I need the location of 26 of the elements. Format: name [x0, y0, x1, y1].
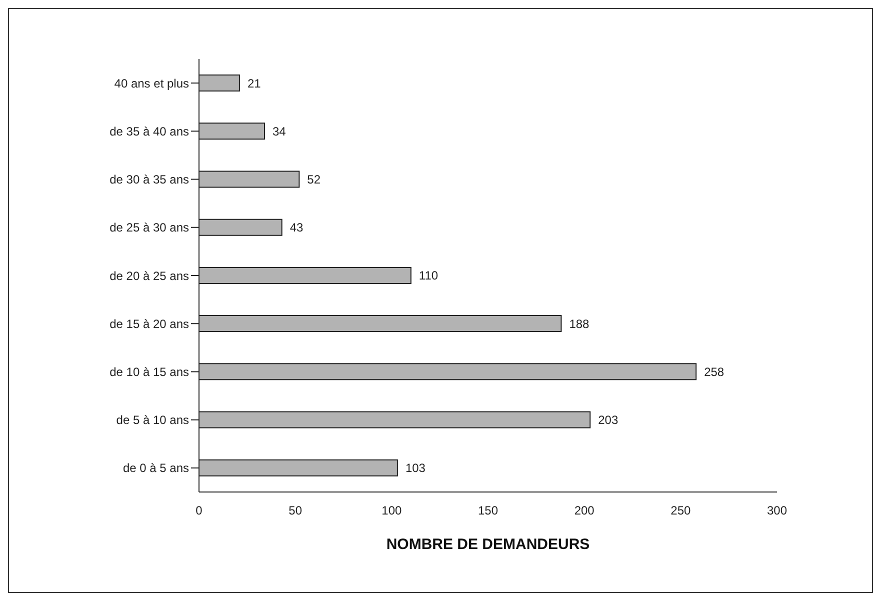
x-tick-label: 200 [574, 504, 595, 518]
data-label: 188 [569, 316, 590, 331]
x-tick-label: 300 [766, 504, 788, 518]
data-label: 21 [247, 76, 262, 90]
y-tick-label: de 35 à 40 ans [110, 124, 189, 138]
x-axis-title: NOMBRE DE DEMANDEURS [385, 536, 591, 553]
data-label: 52 [307, 172, 321, 186]
y-tick-label: de 30 à 35 ans [110, 172, 189, 187]
y-tick-label: 40 ans et plus [114, 76, 189, 90]
y-tick-label: de 25 à 30 ans [110, 220, 189, 235]
x-tick-label: 0 [196, 504, 203, 518]
data-label: 43 [290, 220, 304, 235]
x-tick-label: 50 [288, 504, 302, 518]
data-label: 103 [405, 461, 426, 476]
data-label: 34 [272, 124, 286, 138]
y-tick-label: de 15 à 20 ans [110, 316, 189, 331]
data-label: 258 [704, 364, 724, 379]
y-tick-label: de 0 à 5 ans [122, 461, 189, 476]
x-tick-label: 250 [670, 504, 691, 518]
y-tick-label: de 20 à 25 ans [110, 268, 189, 283]
data-label: 203 [598, 413, 618, 428]
data-label: 110 [418, 268, 438, 283]
y-tick-label: de 10 à 15 ans [110, 364, 189, 379]
x-tick-label: 100 [382, 504, 402, 518]
x-tick-label: 150 [478, 504, 498, 518]
y-tick-label: de 5 à 10 ans [116, 413, 189, 428]
